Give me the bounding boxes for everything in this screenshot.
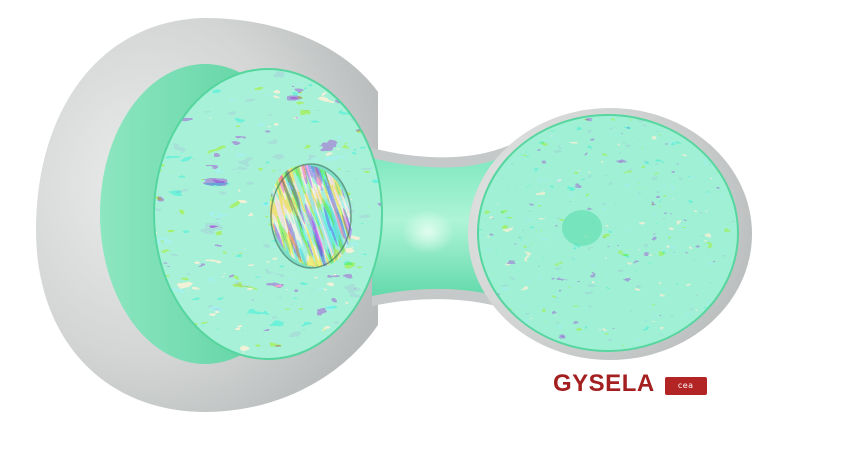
tube-glow	[402, 210, 454, 254]
cea-logo-mark: cea	[677, 381, 694, 390]
brand-block: GYSELA cea	[553, 370, 707, 398]
gysela-title: GYSELA	[553, 370, 655, 397]
cea-logo: cea	[664, 376, 707, 395]
cross-section-right	[477, 114, 739, 352]
